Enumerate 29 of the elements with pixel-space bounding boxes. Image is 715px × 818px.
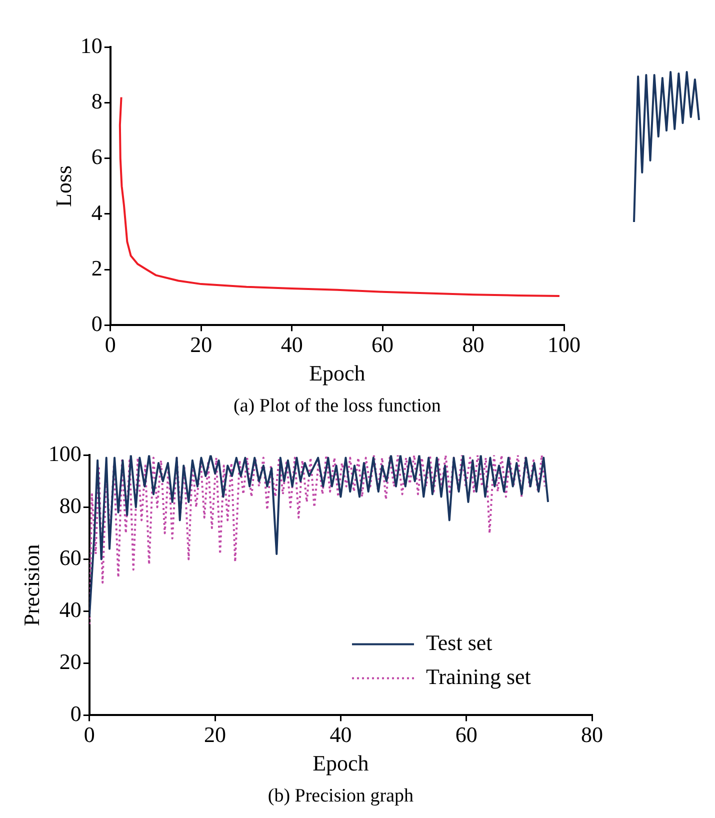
y-tick-label: 0 bbox=[91, 310, 102, 336]
y-tick-label: 6 bbox=[91, 144, 102, 170]
y-tick-label: 100 bbox=[48, 440, 82, 466]
x-tick-label: 40 bbox=[280, 332, 303, 358]
x-axis-title: Epoch bbox=[312, 750, 369, 776]
y-tick-label: 60 bbox=[59, 544, 82, 570]
y-tick-label: 0 bbox=[70, 700, 82, 726]
x-tick-label: 100 bbox=[548, 332, 580, 358]
y-tick-label: 80 bbox=[59, 492, 82, 518]
y-axis-title: Loss bbox=[50, 165, 76, 207]
x-tick-label: 40 bbox=[330, 722, 352, 748]
legend-label: Training set bbox=[426, 664, 531, 689]
x-tick-label: 20 bbox=[190, 332, 212, 358]
x-tick-label: 60 bbox=[372, 332, 394, 358]
text: (a) Plot of the loss function bbox=[234, 395, 442, 416]
y-tick-label: 20 bbox=[59, 648, 82, 674]
x-tick-label: 60 bbox=[455, 722, 478, 748]
legend-label: Test set bbox=[426, 630, 492, 655]
y-tick-label: 2 bbox=[91, 255, 102, 280]
y-axis-title: Precision bbox=[18, 544, 44, 626]
text: (b) Precision graph bbox=[268, 785, 414, 806]
y-tick-label: 8 bbox=[91, 88, 102, 114]
x-axis-title: Epoch bbox=[309, 360, 366, 386]
y-tick-label: 10 bbox=[80, 32, 102, 58]
y-tick-label: 40 bbox=[59, 596, 82, 622]
y-tick-label: 4 bbox=[91, 200, 102, 225]
x-tick-label: 80 bbox=[581, 722, 603, 748]
x-tick-label: 80 bbox=[462, 332, 484, 358]
x-tick-label: 20 bbox=[204, 722, 226, 748]
